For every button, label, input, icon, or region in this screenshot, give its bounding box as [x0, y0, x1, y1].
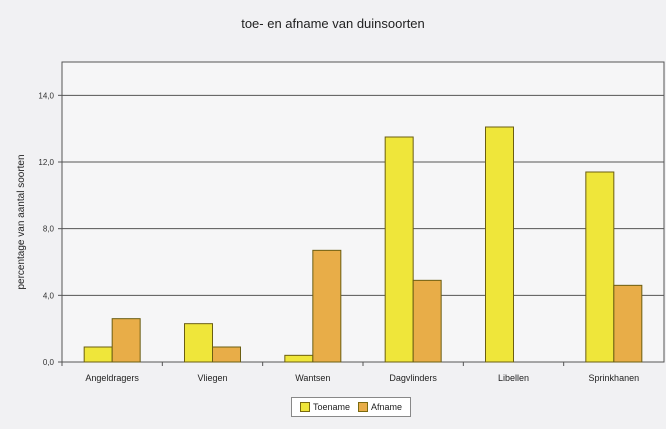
legend-swatch-toename — [300, 402, 310, 412]
x-category-label: Libellen — [498, 373, 529, 383]
y-axis-label: percentage van aantal soorten — [16, 154, 27, 289]
legend-label-afname: Afname — [371, 402, 403, 412]
y-tick-label: 0,0 — [43, 358, 55, 367]
x-category-label: Vliegen — [197, 373, 227, 383]
bar-toename-wantsen — [284, 354, 314, 363]
bar-toename-dagvlinders — [384, 136, 414, 363]
legend-label-toename: Toename — [313, 402, 351, 412]
y-tick-label: 4,0 — [43, 291, 55, 300]
bar-afname-angeldragers — [111, 318, 141, 363]
bar-toename-angeldragers — [83, 346, 113, 363]
legend-item-afname: Afname — [358, 402, 402, 412]
legend-swatch-afname — [358, 402, 369, 412]
y-tick-label: 8,0 — [43, 225, 55, 234]
bar-afname-dagvlinders — [412, 279, 442, 363]
y-tick-label: 14,0 — [38, 91, 54, 100]
bar-afname-sprinkhanen — [613, 284, 643, 363]
chart-legend: Toename Afname — [291, 397, 412, 417]
bar-afname-wantsen — [312, 249, 342, 363]
y-tick-label: 12,0 — [38, 158, 54, 167]
plot-area — [61, 61, 665, 363]
x-category-label: Dagvlinders — [389, 373, 437, 383]
x-category-label: Angeldragers — [85, 373, 139, 383]
bar-afname-vliegen — [212, 346, 241, 363]
legend-item-toename: Toename — [300, 402, 350, 412]
bar-toename-vliegen — [184, 323, 213, 363]
bar-toename-sprinkhanen — [585, 171, 615, 363]
chart-title: toe- en afname van duinsoorten — [241, 16, 425, 31]
x-category-label: Wantsen — [295, 373, 330, 383]
bar-toename-libellen — [485, 126, 514, 363]
x-category-label: Sprinkhanen — [589, 373, 640, 383]
